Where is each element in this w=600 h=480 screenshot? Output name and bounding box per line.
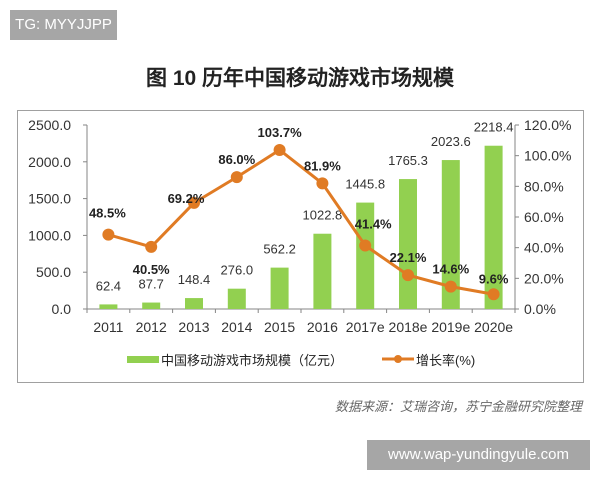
x-tick-label: 2014 — [221, 319, 252, 335]
bar-label: 2023.6 — [431, 134, 471, 149]
right-tick-label: 40.0% — [524, 240, 564, 256]
left-tick-label: 1500.0 — [28, 191, 71, 207]
legend-label-bar: 中国移动游戏市场规模（亿元） — [161, 353, 343, 368]
left-tick-label: 500.0 — [36, 264, 71, 280]
bar-label: 62.4 — [96, 278, 121, 293]
growth-point — [273, 143, 286, 156]
growth-label: 48.5% — [89, 206, 126, 221]
bar-label: 276.0 — [221, 263, 254, 278]
bar — [142, 302, 161, 309]
watermark-top: TG: MYYJJPP — [10, 10, 117, 40]
x-tick-label: 2012 — [136, 319, 167, 335]
left-tick-label: 2500.0 — [28, 117, 71, 133]
growth-line — [107, 148, 494, 296]
bar — [356, 202, 375, 309]
chart-title: 图 10 历年中国移动游戏市场规模 — [145, 67, 455, 90]
growth-point — [316, 177, 329, 190]
growth-label: 9.6% — [479, 271, 509, 286]
growth-point — [444, 280, 457, 293]
right-tick-label: 80.0% — [524, 178, 564, 194]
left-tick-label: 0.0 — [52, 301, 72, 317]
bar — [185, 298, 203, 309]
legend-swatch-marker — [394, 355, 402, 363]
growth-label: 41.4% — [355, 217, 392, 232]
bar-label: 148.4 — [178, 272, 211, 287]
bar — [484, 145, 503, 309]
x-tick-label: 2015 — [264, 319, 295, 335]
right-tick-label: 100.0% — [524, 148, 571, 164]
growth-label: 81.9% — [304, 158, 341, 173]
bar-label: 1445.8 — [345, 177, 385, 192]
right-tick-label: 120.0% — [524, 117, 571, 133]
bar — [99, 304, 118, 309]
x-tick-label: 2019e — [431, 319, 470, 335]
growth-point — [487, 288, 500, 301]
watermark-bottom: www.wap-yundingyule.com — [367, 440, 590, 470]
bar — [441, 160, 460, 309]
right-tick-label: 0.0% — [524, 301, 556, 317]
growth-point — [145, 240, 158, 253]
bar-label: 87.7 — [139, 277, 164, 292]
chart-frame — [17, 110, 584, 383]
left-tick-label: 2000.0 — [28, 154, 71, 170]
growth-point — [359, 239, 372, 252]
growth-label: 14.6% — [432, 262, 469, 277]
right-tick-label: 20.0% — [524, 270, 564, 286]
growth-label: 22.1% — [390, 250, 427, 265]
x-tick-label: 2020e — [474, 319, 513, 335]
growth-label: 86.0% — [218, 152, 255, 167]
bar — [270, 267, 289, 309]
x-tick-label: 2017e — [346, 319, 385, 335]
growth-label: 69.2% — [168, 191, 205, 206]
bar — [227, 288, 246, 309]
x-tick-label: 2018e — [389, 319, 428, 335]
legend-label-line: 增长率(%) — [416, 353, 475, 368]
right-tick-label: 60.0% — [524, 209, 564, 225]
legend-swatch-bar — [127, 356, 159, 363]
bar-label: 1022.8 — [303, 208, 343, 223]
left-tick-label: 1000.0 — [28, 227, 71, 243]
growth-point — [102, 228, 115, 241]
growth-point — [230, 171, 243, 184]
x-tick-label: 2013 — [178, 319, 209, 335]
bar-label: 1765.3 — [388, 153, 428, 168]
growth-label: 103.7% — [258, 125, 303, 140]
bar — [313, 233, 332, 309]
x-tick-label: 2016 — [307, 319, 338, 335]
x-tick-label: 2011 — [93, 319, 123, 335]
bar — [399, 179, 417, 309]
bar-label: 562.2 — [263, 242, 296, 257]
growth-label: 40.5% — [133, 262, 170, 277]
growth-point — [402, 269, 414, 282]
growth-point — [188, 196, 200, 209]
bar-label: 2218.4 — [474, 120, 514, 135]
source-note: 数据来源：艾瑞咨询，苏宁金融研究院整理 — [334, 399, 582, 414]
